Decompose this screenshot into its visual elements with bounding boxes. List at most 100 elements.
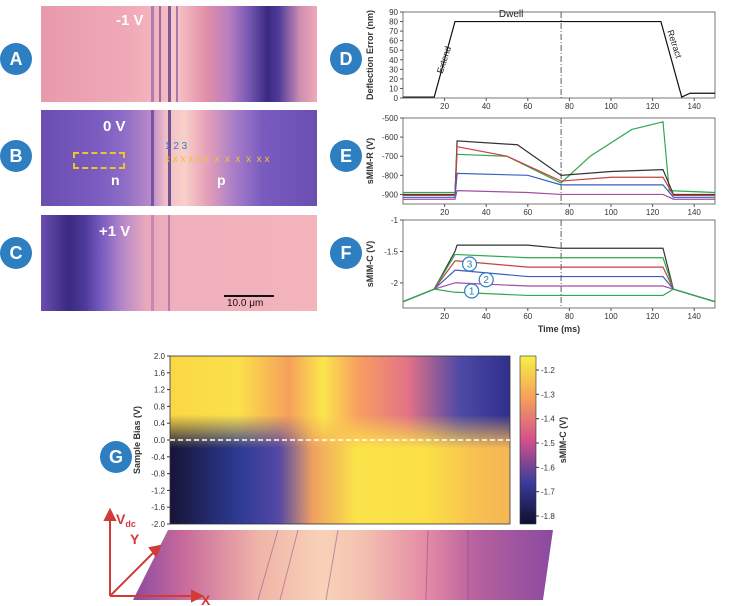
y-tick-label: -1.5: [384, 247, 398, 256]
series-line-4: [402, 282, 716, 303]
x-tick-label: 140: [688, 102, 702, 111]
panel-badge-b: B: [0, 140, 32, 172]
series-line-2: [402, 260, 716, 303]
y-tick-label: -0.4: [151, 453, 165, 462]
vdc-axis-label: Vdc: [116, 511, 136, 529]
y-tick-label: -2: [391, 279, 399, 288]
y-tick-label: 80: [389, 18, 398, 27]
colorbar-tick-label: -1.6: [541, 463, 555, 472]
colorbar-title: sMIM-C (V): [558, 417, 568, 464]
scalebar-label: 10.0 μm: [227, 298, 264, 309]
map-a: -1 V: [41, 6, 317, 102]
chart-d: 20 40 60 80 100 120 1400102030405060708090Defl…: [365, 8, 716, 111]
chart-f: 20 40 60 80 100 120 140 -1 -1.5 -2 sMIM-C (V) Time …: [365, 216, 716, 334]
y-tick-label: -1.6: [151, 503, 165, 512]
map-c-label: +1 V: [99, 223, 131, 240]
y-tick-label: 20: [389, 75, 398, 84]
panel-badge-c: C: [0, 237, 32, 269]
x-tick-label: 100: [604, 208, 618, 217]
x-tick-label: 80: [565, 102, 574, 111]
y-tick-label: 90: [389, 8, 398, 17]
y-tick-label: 70: [389, 27, 398, 36]
n-region-label: n: [111, 172, 120, 188]
y-tick-label: 0.4: [154, 419, 166, 428]
y-tick-label: 50: [389, 46, 398, 55]
x-tick-label: 40: [482, 312, 491, 321]
x-tick-label: 60: [523, 102, 532, 111]
x-tick-label: 140: [688, 312, 702, 321]
plot-frame: [402, 219, 716, 309]
y-tick-label: -700: [382, 152, 399, 161]
panel-badge-f: F: [330, 237, 362, 269]
surface-3d: Vdc Y X: [103, 508, 553, 606]
surface-plane: [133, 530, 553, 600]
y-tick-label: 0.0: [154, 436, 166, 445]
x-tick-label: 60: [523, 312, 532, 321]
series-line-1: [402, 253, 716, 303]
y-tick-label: 1.2: [154, 386, 166, 395]
colorbar-tick-label: -1.8: [541, 512, 555, 521]
y-tick-label: 2.0: [154, 352, 166, 361]
series-line-0: [403, 20, 715, 98]
y-axis-label: Y: [130, 531, 140, 547]
y-tick-label: 40: [389, 56, 398, 65]
y-axis-title: sMIM-R (V): [365, 138, 375, 185]
chart-e: 20 40 60 80 100 120 140 -500 -600 -700 -800 -900 sMI…: [365, 114, 716, 217]
x-tick-label: 20: [440, 312, 449, 321]
y-tick-label: -0.8: [151, 470, 165, 479]
x-tick-label: 60: [523, 208, 532, 217]
x-tick-label: 40: [482, 208, 491, 217]
map-c: +1 V 10.0 μm: [41, 215, 317, 311]
series-line-4: [403, 190, 715, 200]
y-tick-label: -500: [382, 114, 399, 123]
marker-index-label: 1 2 3: [165, 141, 188, 152]
x-tick-label: 40: [482, 102, 491, 111]
x-tick-label: 80: [565, 208, 574, 217]
x-tick-label: 80: [565, 312, 574, 321]
circled-marker-1: [478, 272, 494, 288]
colorbar-tick-label: -1.4: [541, 415, 555, 424]
scalebar: [224, 295, 274, 297]
y-tick-label: -600: [382, 133, 399, 142]
marker-row: x x x x x x x x x x x x: [165, 154, 270, 165]
x-tick-label: 120: [646, 312, 660, 321]
colorbar-tick-label: -1.2: [541, 366, 555, 375]
circled-marker-0: [461, 256, 478, 272]
x-tick-label: 20: [440, 102, 449, 111]
y-tick-label: -800: [382, 171, 399, 180]
colorbar-tick-label: -1.3: [541, 390, 555, 399]
y-tick-label: -900: [382, 190, 399, 199]
y-axis: [109, 549, 157, 597]
circled-marker-label-0: 3: [467, 260, 473, 271]
heatmap-g: 2.0 1.6 1.2 0.8 0.4 0.0 -0.4 -0.8 -1.2 -1.6 -2.0 Sa…: [132, 352, 568, 529]
y-tick-label: 0: [394, 94, 399, 103]
panel-badge-e: E: [330, 140, 362, 172]
colorbar-tick-label: -1.7: [541, 488, 555, 497]
y-axis-title: sMIM-C (V): [365, 241, 375, 288]
x-axis-label: X: [201, 592, 211, 606]
circled-marker-label-2: 1: [469, 287, 475, 298]
panel-badge-d: D: [330, 43, 362, 75]
dashed-region-box: [73, 152, 125, 169]
circled-marker-label-1: 2: [483, 275, 489, 286]
colorbar-tick-label: -1.5: [541, 439, 555, 448]
map-b-label: 0 V: [103, 118, 126, 135]
series-line-3: [403, 172, 715, 198]
y-tick-label: 0.8: [154, 402, 166, 411]
x-tick-label: 100: [604, 102, 618, 111]
panel-badge-a: A: [0, 43, 32, 75]
x-tick-label: 20: [440, 208, 449, 217]
x-tick-label: 120: [646, 208, 660, 217]
y-axis-title: Deflection Error (nm): [365, 10, 375, 100]
series-line-3: [402, 269, 716, 303]
y-tick-label: 60: [389, 37, 398, 46]
colorbar: [519, 355, 537, 525]
y-tick-label: 30: [389, 65, 398, 74]
y-axis-title: Sample Bias (V): [132, 406, 142, 474]
y-tick-label: -1: [391, 216, 399, 225]
y-tick-label: -1.2: [151, 486, 165, 495]
y-tick-label: 10: [389, 84, 398, 93]
x-axis-title: Time (ms): [538, 324, 580, 334]
x-tick-label: 120: [646, 102, 660, 111]
y-tick-label: -2.0: [151, 520, 165, 529]
